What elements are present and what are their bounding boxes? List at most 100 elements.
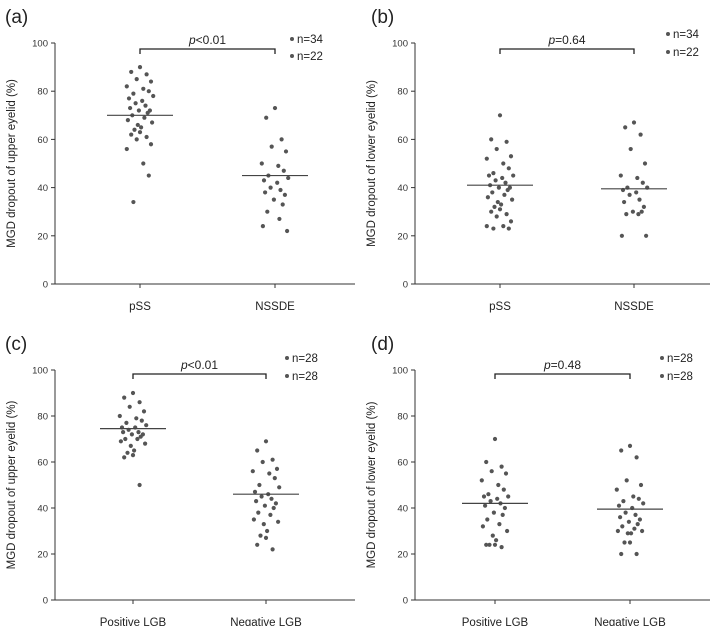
data-point <box>143 441 148 446</box>
data-point <box>124 420 129 425</box>
data-point <box>497 113 503 118</box>
legend-marker <box>290 54 294 58</box>
data-point <box>277 216 282 222</box>
y-tick-label: 20 <box>397 231 408 242</box>
data-point <box>122 455 127 460</box>
data-point <box>638 132 643 137</box>
data-point <box>145 110 150 115</box>
data-point <box>125 450 130 455</box>
data-point <box>263 535 269 541</box>
data-point <box>509 197 515 202</box>
data-point <box>132 448 137 453</box>
data-point <box>141 409 147 414</box>
data-point <box>485 517 490 522</box>
data-point <box>268 512 273 518</box>
y-axis-label: MGD dropout of lower eyelid (%) <box>366 80 378 247</box>
data-point <box>118 439 123 444</box>
data-point <box>497 522 502 527</box>
data-point <box>260 459 265 465</box>
data-point <box>490 190 495 195</box>
data-point <box>644 233 649 238</box>
data-point <box>134 416 139 421</box>
data-point <box>508 219 514 224</box>
data-point <box>501 487 506 492</box>
data-point <box>511 173 516 178</box>
data-point <box>629 531 634 536</box>
data-point <box>505 187 510 193</box>
y-tick-label: 100 <box>32 366 48 377</box>
data-point <box>259 161 264 166</box>
data-point <box>141 161 146 166</box>
data-point <box>631 494 636 499</box>
data-point <box>131 199 136 205</box>
data-point <box>252 489 258 494</box>
data-point <box>276 163 281 169</box>
data-point <box>484 156 489 161</box>
y-tick-label: 40 <box>37 504 48 515</box>
data-point <box>144 72 149 77</box>
data-point <box>267 471 272 476</box>
data-point <box>281 168 286 173</box>
data-point <box>499 202 504 207</box>
data-point <box>622 540 627 545</box>
data-point <box>491 510 496 515</box>
y-tick-label: 60 <box>37 135 48 146</box>
significance-label: p=0.64 <box>547 33 585 47</box>
data-point <box>121 430 126 435</box>
data-point <box>280 202 285 207</box>
legend-entry: n=22 <box>673 47 699 59</box>
data-point <box>142 115 147 120</box>
panel-label: (d) <box>371 334 394 355</box>
data-point <box>619 551 624 557</box>
data-point <box>618 515 623 520</box>
data-point <box>151 93 156 99</box>
data-point <box>480 524 485 529</box>
data-point <box>633 512 638 518</box>
data-point <box>627 192 632 197</box>
x-category-label: NSSDE <box>255 301 295 313</box>
data-point <box>508 154 514 159</box>
data-point <box>127 404 132 409</box>
data-point <box>130 390 136 396</box>
data-point <box>134 77 139 82</box>
data-point <box>634 190 639 195</box>
data-point <box>135 436 140 442</box>
panel-label: (a) <box>5 7 28 28</box>
significance-label: p<0.01 <box>180 358 218 372</box>
y-tick-label: 40 <box>397 504 408 515</box>
significance-label: p<0.01 <box>188 33 226 47</box>
panel-label: (b) <box>371 7 394 28</box>
data-point <box>502 505 507 511</box>
data-point <box>285 228 290 234</box>
legend-entry: n=28 <box>292 371 318 383</box>
panel-label: (c) <box>5 334 27 355</box>
data-point <box>637 517 643 522</box>
data-point <box>630 209 636 214</box>
x-category-label: Negative LGB <box>230 617 302 626</box>
data-point <box>487 542 492 547</box>
data-point <box>642 161 648 166</box>
legend-entry: n=28 <box>667 371 693 383</box>
series-2 <box>233 439 299 552</box>
data-point <box>625 531 630 536</box>
data-point <box>622 199 627 205</box>
data-point <box>261 178 267 183</box>
data-point <box>271 197 276 202</box>
data-point <box>641 501 646 506</box>
data-point <box>488 499 493 504</box>
data-point <box>634 455 639 460</box>
legend-entry: n=28 <box>667 353 693 365</box>
data-point <box>627 443 633 448</box>
y-axis-label: MGD dropout of upper eyelid (%) <box>6 400 18 569</box>
data-point <box>506 494 511 499</box>
data-point <box>129 132 134 137</box>
data-point <box>484 542 489 547</box>
data-point <box>637 197 642 202</box>
data-point <box>503 471 509 476</box>
data-point <box>132 127 137 132</box>
data-point <box>491 226 496 231</box>
data-point <box>500 175 505 181</box>
x-category-label: Positive LGB <box>462 617 529 626</box>
data-point <box>128 443 133 448</box>
data-point <box>621 499 626 504</box>
